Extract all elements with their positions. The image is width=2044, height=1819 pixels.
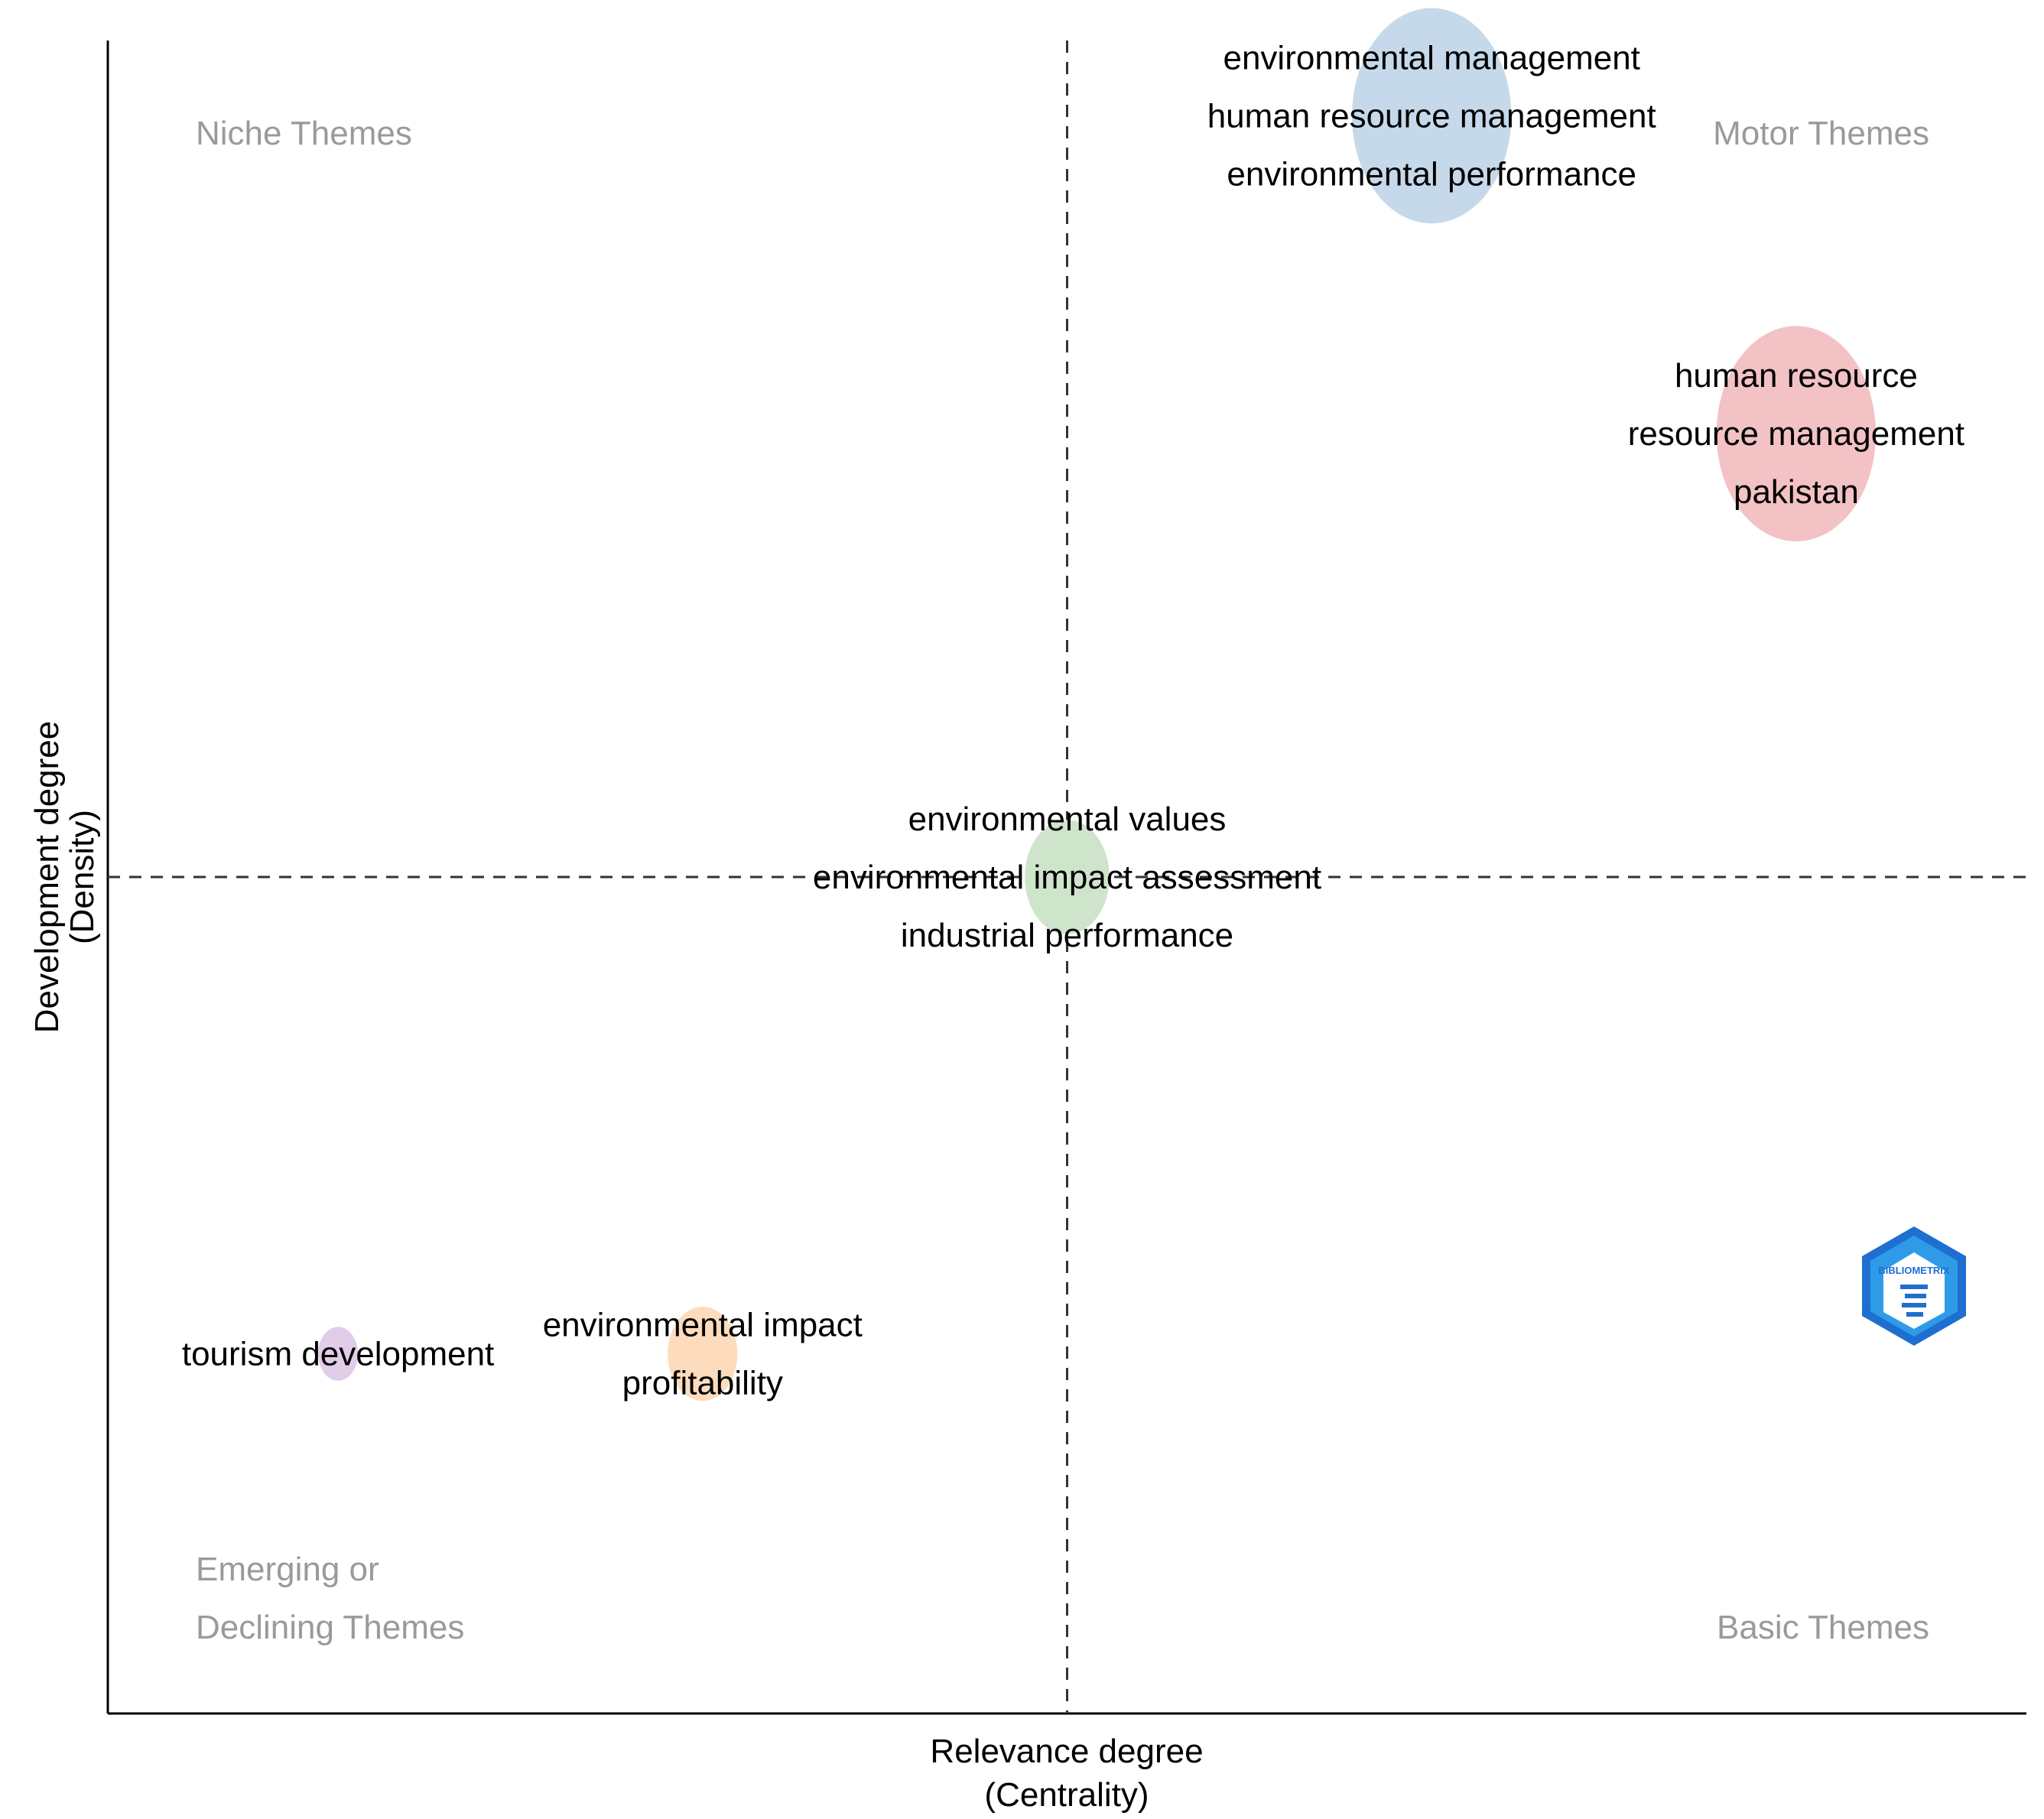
cluster-4: tourism development	[182, 1327, 494, 1381]
x-axis-title-line1: Relevance degree	[930, 1733, 1203, 1770]
cluster-3: environmental impact profitability	[543, 1307, 863, 1402]
cluster-label: profitability	[622, 1365, 783, 1402]
bibliometrix-logo: BIBLIOMETRIX	[1862, 1226, 1966, 1346]
logo-bar-4	[1906, 1312, 1923, 1317]
cluster-label: environmental performance	[1227, 155, 1636, 193]
quadrant-label-motor: Motor Themes	[1713, 115, 1929, 152]
cluster-bubble	[1352, 8, 1512, 224]
logo-bar-3	[1902, 1303, 1926, 1307]
logo-text: BIBLIOMETRIX	[1878, 1265, 1949, 1276]
cluster-bubble	[668, 1306, 738, 1402]
quadrant-label-emerging-line1: Emerging or	[196, 1551, 379, 1588]
cluster-label: human resource management	[1207, 97, 1656, 135]
cluster-label: human resource	[1675, 357, 1918, 395]
cluster-0: environmental management human resource m…	[1207, 8, 1656, 224]
quadrant-label-basic: Basic Themes	[1717, 1609, 1929, 1646]
cluster-bubble	[318, 1327, 359, 1381]
cluster-label: pakistan	[1734, 473, 1859, 511]
cluster-2: environmental values environmental impact…	[813, 801, 1321, 954]
y-axis-title-line1: Development degree	[28, 721, 66, 1033]
cluster-label: environmental values	[908, 801, 1227, 838]
cluster-label: industrial performance	[901, 917, 1233, 954]
quadrant-label-niche: Niche Themes	[196, 115, 412, 152]
logo-bar-1	[1900, 1285, 1928, 1289]
cluster-bubble	[1025, 820, 1110, 934]
y-axis-title-line2: (Density)	[63, 810, 101, 944]
cluster-layer: environmental management human resource m…	[182, 8, 1964, 1402]
cluster-1: human resource resource management pakista…	[1628, 326, 1964, 541]
cluster-label: resource management	[1628, 415, 1964, 453]
logo-bar-2	[1905, 1294, 1926, 1298]
cluster-label: environmental impact	[543, 1307, 863, 1344]
cluster-label: environmental impact assessment	[813, 859, 1321, 896]
x-axis-title-line2: (Centrality)	[984, 1776, 1149, 1814]
cluster-label: environmental management	[1223, 39, 1639, 76]
cluster-label: tourism development	[182, 1336, 494, 1373]
cluster-bubble	[1716, 326, 1877, 541]
logo-hexagon-core	[1883, 1252, 1945, 1329]
quadrant-label-emerging-line2: Declining Themes	[196, 1609, 464, 1646]
